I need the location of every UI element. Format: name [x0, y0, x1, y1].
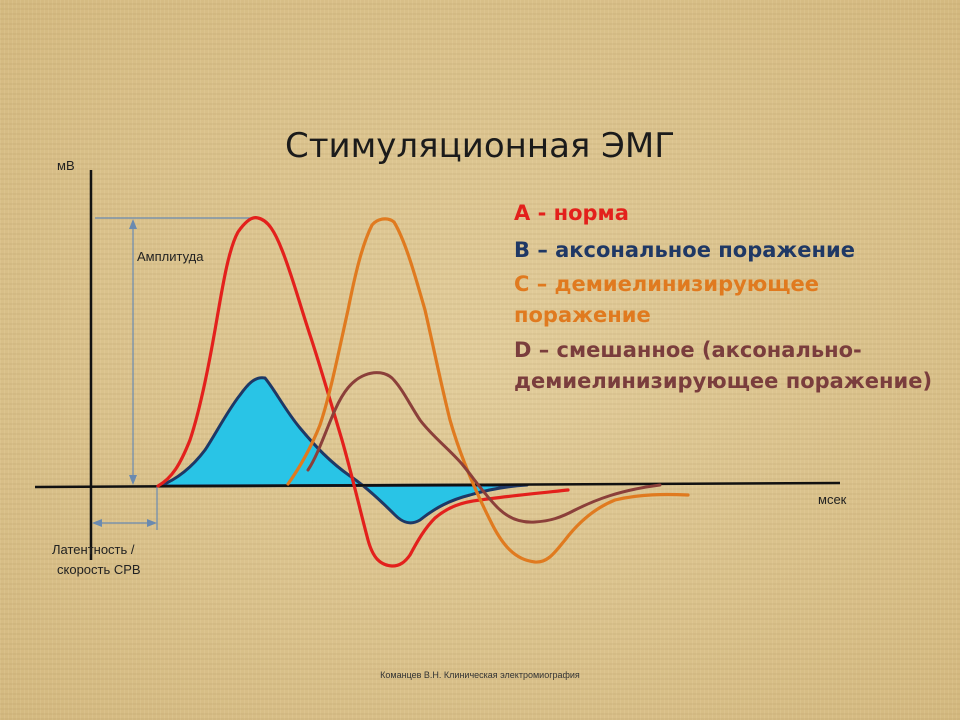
- legend-item-a: A - норма: [514, 201, 629, 225]
- amplitude-arrow-head-bottom: [129, 475, 137, 485]
- curve-d-mixed: [306, 371, 662, 524]
- latency-arrow-head-left: [92, 519, 102, 527]
- legend-item-c-line1: C – демиелинизирующее: [514, 272, 819, 296]
- legend-item-d-line2: демиелинизирующее поражение): [514, 369, 933, 393]
- latency-label-line1: Латентность /: [52, 542, 135, 557]
- amplitude-label: Амплитуда: [137, 249, 204, 264]
- legend-item-b: B – аксональное поражение: [514, 238, 856, 262]
- curve-c-demyelinating: [286, 217, 690, 564]
- curve-b-axonal: [158, 376, 529, 525]
- legend-item-c-line2: поражение: [514, 303, 651, 327]
- y-axis-label: мВ: [57, 158, 75, 173]
- slide-title: Стимуляционная ЭМГ: [284, 126, 675, 166]
- footer-citation: Команцев В.Н. Клиническая электромиограф…: [380, 670, 580, 680]
- latency-arrow-head-right: [147, 519, 157, 527]
- amplitude-arrow-head-top: [129, 219, 137, 229]
- curve-a-normal: [156, 216, 570, 568]
- legend-item-d-line1: D – смешанное (аксонально-: [514, 338, 862, 362]
- x-axis-label: мсек: [818, 492, 847, 507]
- legend: A - норма B – аксональное поражение C – …: [514, 198, 944, 397]
- latency-label-line2: скорость СРВ: [57, 562, 141, 577]
- x-axis: [34, 481, 841, 489]
